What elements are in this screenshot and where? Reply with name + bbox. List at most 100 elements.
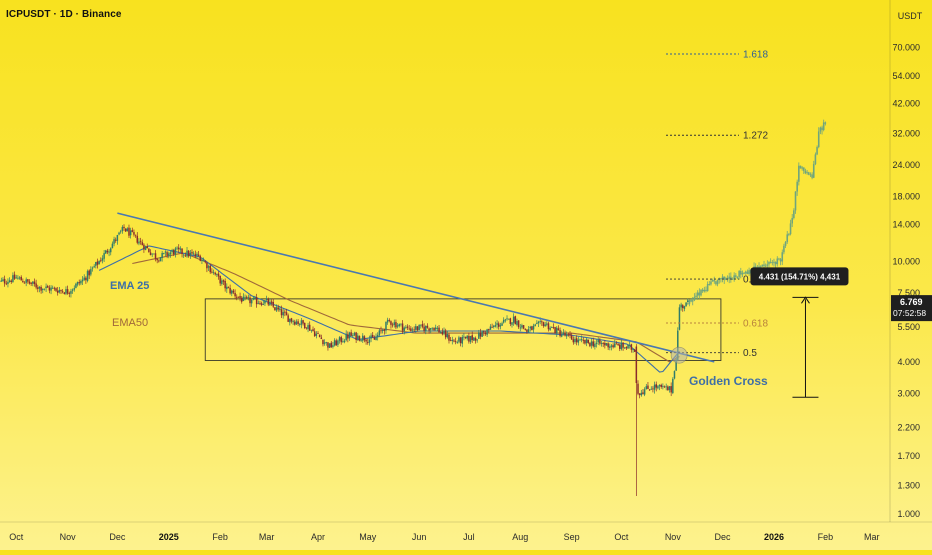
candle-body	[382, 330, 384, 331]
projection-candle	[798, 162, 800, 185]
candle	[606, 343, 608, 346]
candle-body	[569, 334, 571, 336]
candle-body	[59, 290, 61, 292]
candle-body	[287, 315, 289, 321]
candle	[67, 286, 69, 295]
candle	[11, 279, 13, 284]
candle-body	[500, 325, 502, 326]
candle-body	[604, 343, 606, 345]
candle-body	[291, 318, 293, 321]
candle-body	[463, 337, 465, 338]
candle-body	[326, 342, 328, 343]
candle-body	[327, 342, 329, 347]
candle-body	[334, 340, 336, 345]
candle-body	[268, 299, 270, 305]
candle-body	[412, 330, 414, 331]
projection-candle	[823, 120, 825, 132]
candle-body	[773, 262, 775, 263]
candle-body	[397, 325, 399, 326]
candle-body	[513, 317, 515, 323]
candle-body	[715, 281, 717, 284]
candle-body	[738, 271, 740, 277]
candle-body	[120, 231, 122, 232]
candle-body	[445, 330, 447, 337]
candle-body	[470, 336, 472, 342]
candle	[181, 248, 183, 257]
candle-body	[515, 316, 517, 324]
candle-body	[72, 290, 74, 291]
candle-body	[248, 297, 250, 298]
candle-body	[90, 269, 92, 274]
candle-body	[214, 273, 216, 275]
candle-body	[364, 336, 366, 340]
candle-body	[47, 286, 49, 288]
candle	[637, 380, 639, 395]
candle-body	[178, 248, 180, 250]
candle-body	[88, 270, 90, 275]
projection-candle	[773, 259, 775, 267]
candle-body	[823, 122, 825, 130]
candle	[105, 250, 107, 254]
fib-label: 1.618	[743, 50, 768, 61]
candle-body	[558, 328, 560, 330]
candle	[224, 278, 226, 291]
candle-body	[123, 227, 125, 228]
candle-body	[534, 324, 536, 325]
candle	[125, 228, 127, 232]
candle-body	[355, 332, 357, 340]
projection-candle	[740, 268, 742, 278]
candle	[211, 268, 213, 273]
candle-body	[664, 387, 666, 388]
candle	[155, 250, 157, 261]
candle-body	[400, 324, 402, 325]
golden-cross-marker	[671, 347, 687, 363]
candle-body	[432, 328, 434, 329]
y-tick-label: 5.500	[897, 322, 920, 332]
candle-body	[156, 259, 158, 260]
candle	[49, 285, 51, 293]
candle	[647, 382, 649, 389]
x-tick-label: Jun	[412, 532, 427, 542]
candle-body	[496, 323, 498, 325]
candle	[35, 280, 37, 290]
candle-body	[253, 298, 255, 300]
candle-body	[602, 343, 604, 344]
candle-body	[379, 330, 381, 335]
candle-body	[122, 227, 124, 231]
candle	[20, 275, 22, 280]
candle	[9, 277, 11, 282]
candle	[649, 389, 651, 391]
candle-body	[137, 236, 139, 243]
candle-body	[511, 322, 513, 324]
candle-body	[806, 172, 808, 173]
candle-body	[430, 328, 432, 330]
fib-level-1.618: 1.618	[666, 50, 768, 61]
candle-body	[52, 288, 54, 289]
candle	[662, 383, 664, 389]
candle-body	[548, 323, 550, 329]
candle-body	[100, 260, 102, 261]
candle-body	[15, 278, 17, 279]
x-tick-label: Sep	[564, 532, 580, 542]
candle-body	[505, 320, 507, 321]
candle-body	[321, 337, 323, 339]
candle	[238, 297, 240, 298]
candle	[90, 266, 92, 276]
candle-body	[768, 262, 770, 264]
candle-body	[601, 343, 603, 344]
candle-body	[689, 300, 691, 304]
candle-body	[405, 327, 407, 328]
candle-body	[481, 332, 483, 337]
candle-body	[680, 305, 682, 308]
candle	[646, 384, 648, 389]
candle-body	[171, 250, 173, 252]
candle-body	[538, 322, 540, 323]
candle-body	[415, 326, 417, 330]
candle	[72, 288, 74, 293]
candle	[19, 276, 21, 280]
candle	[120, 230, 122, 234]
candle-body	[596, 343, 598, 344]
fib-label: 1.272	[743, 131, 768, 142]
